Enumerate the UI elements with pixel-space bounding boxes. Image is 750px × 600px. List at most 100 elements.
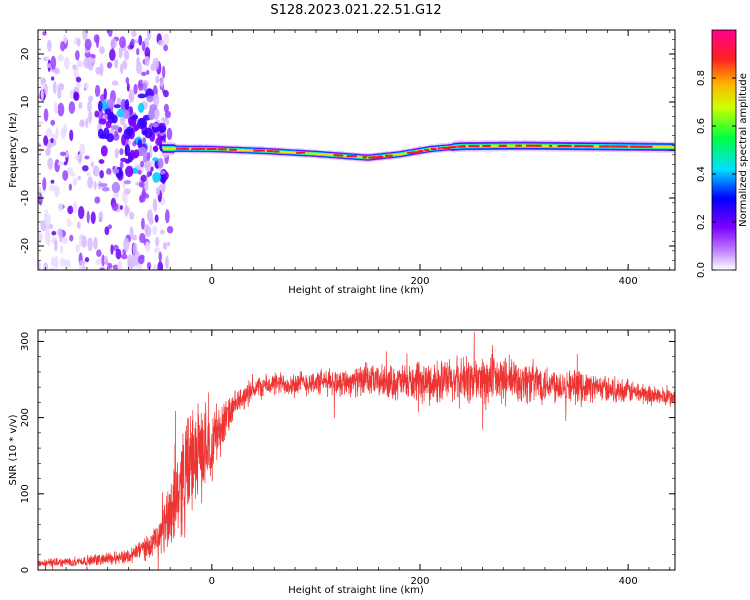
spectrogram-noise-blob (72, 177, 78, 186)
spectrogram-noise-blob (57, 202, 64, 212)
spectrogram-burst-blob (152, 146, 159, 151)
spectrogram-noise-blob (115, 248, 122, 260)
spectrogram-noise-blob (57, 54, 64, 62)
spectrogram-noise-blob (129, 226, 134, 238)
spectrogram-noise-blob (84, 155, 90, 160)
spectrogram-noise-blob (103, 255, 109, 265)
spectrogram-burst-blob (106, 98, 115, 108)
spectrogram-noise-blob (73, 91, 79, 101)
spectrogram-noise-blob (143, 162, 151, 169)
spectrogram-noise-blob (119, 36, 126, 49)
spectrogram-noise-blob (152, 198, 158, 212)
spectrogram-noise-blob (78, 101, 83, 110)
snr-series-line (38, 331, 675, 570)
spec-ytick-label: -20 (20, 238, 31, 254)
figure-title: S128.2023.021.22.51.G12 (270, 3, 441, 18)
spectrogram-noise-blob (55, 126, 59, 140)
spectrogram-noise-blob (87, 237, 93, 252)
spectrogram-noise-blob (63, 123, 68, 135)
snr-ylabel: SNR (10 * v/v) (8, 414, 19, 485)
spectrogram-burst-blob (120, 157, 128, 163)
colorbar-tick-label: 0.8 (696, 70, 707, 86)
spectrogram-noise-blob (76, 153, 83, 165)
spectrogram-noise-blob (60, 40, 66, 52)
spectrogram-noise-blob (49, 267, 55, 270)
spectrogram-noise-blob (119, 148, 124, 156)
spectrogram-noise-blob (145, 70, 150, 75)
spectrogram-burst-blob (155, 137, 163, 147)
spectrogram-burst-blob (137, 93, 147, 99)
spectrogram-noise-blob (44, 83, 48, 96)
spectrogram-burst-blob (101, 186, 110, 192)
spectrogram-noise-blob (90, 211, 96, 224)
spectrogram-noise-blob (141, 71, 147, 77)
spectrogram-noise-blob (109, 48, 116, 61)
spectrogram-burst-blob (98, 159, 105, 164)
spectrogram-noise-blob (68, 101, 76, 114)
spectrogram-noise-blob (38, 260, 41, 270)
spectrogram-burst-blob (97, 100, 103, 112)
spectrogram-noise-blob (52, 81, 57, 95)
spectrogram-noise-blob (164, 110, 172, 119)
colorbar-tick-label: 0.0 (696, 262, 707, 278)
spectrogram-noise-blob (94, 196, 101, 204)
spectrogram-noise-blob (107, 30, 113, 37)
spectrogram-xlabel: Height of straight line (km) (288, 285, 424, 296)
snr-frame (37, 329, 676, 571)
spectrogram-noise-blob (51, 230, 57, 236)
spectrogram-noise-blob (123, 237, 130, 252)
spectrogram-noise-blob (134, 39, 139, 44)
spectrogram-noise-blob (154, 214, 159, 223)
spectrogram-burst-blob (105, 120, 112, 129)
spectrogram-noise-blob (69, 89, 74, 99)
spectrogram-noise-blob (85, 117, 89, 128)
spectrogram-burst-blob (123, 180, 132, 185)
spectrogram-noise-blob (124, 204, 129, 217)
spectrogram-noise-blob (63, 34, 67, 45)
spectrogram-noise-blob (119, 205, 123, 210)
snr-line (38, 331, 675, 570)
spectrogram-noise-blob (165, 255, 169, 269)
spectrogram-noise-blob (141, 190, 147, 198)
snr-xtick-label: 400 (619, 576, 638, 587)
spectrogram-noise-blob (166, 127, 173, 140)
spectrogram-noise-blob (44, 214, 52, 228)
spectrogram-noise-blob (164, 209, 170, 224)
spectrogram-noise-blob (119, 115, 126, 126)
spectrogram-noise-blob (90, 161, 94, 168)
spectrogram-noise-blob (137, 169, 142, 175)
spectrogram-noise-blob (95, 34, 100, 49)
spectrogram-noise-blob (63, 161, 68, 166)
spectrogram-noise-blob (144, 55, 150, 67)
spectrogram-noise-blob (158, 251, 162, 263)
spectrogram-noise-blob (138, 181, 145, 188)
spectrogram-noise-blob (86, 210, 90, 224)
spectrogram-axes: 0 200 400 -20 -10 0 10 20 (20, 29, 675, 287)
spectrogram-burst-blob (144, 127, 153, 139)
spec-ytick-label: -10 (20, 190, 31, 206)
spectrogram-burst-blob (148, 108, 155, 121)
spectrogram-noise-blob (75, 243, 81, 253)
spectrogram-noise-blob (152, 57, 160, 70)
spectrogram-noise-blob (104, 226, 110, 236)
spectrogram-noise-blob (163, 90, 169, 98)
spectrogram-burst-blob (125, 126, 134, 137)
spectrogram-noise-blob (160, 229, 165, 235)
spectrogram-noise-blob (57, 161, 65, 167)
spectrogram-noise-blob (122, 60, 128, 70)
colorbar: 0.0 0.2 0.4 0.6 0.8 Normalized spectral ampl… (696, 29, 749, 278)
spectrogram-noise-blob (93, 237, 98, 250)
spectrogram-burst-blob (103, 127, 110, 140)
snr-ytick-label: 300 (20, 332, 31, 351)
spectrogram-noise-blob (84, 38, 92, 51)
spectrogram-noise-blob (64, 57, 70, 70)
snr-xtick-label: 200 (410, 576, 429, 587)
spectrogram-burst-blob (137, 102, 145, 114)
spectrogram-noise-blob (95, 258, 102, 266)
spectrogram-noise-blob (138, 34, 143, 46)
colorbar-tick-label: 0.6 (696, 118, 707, 134)
spectrogram-ylabel: Frequency (Hz) (8, 112, 19, 188)
spectrogram-noise-blob (138, 194, 144, 203)
spectrogram-noise-blob (144, 47, 151, 59)
spectrogram-noise-blob (98, 211, 104, 222)
